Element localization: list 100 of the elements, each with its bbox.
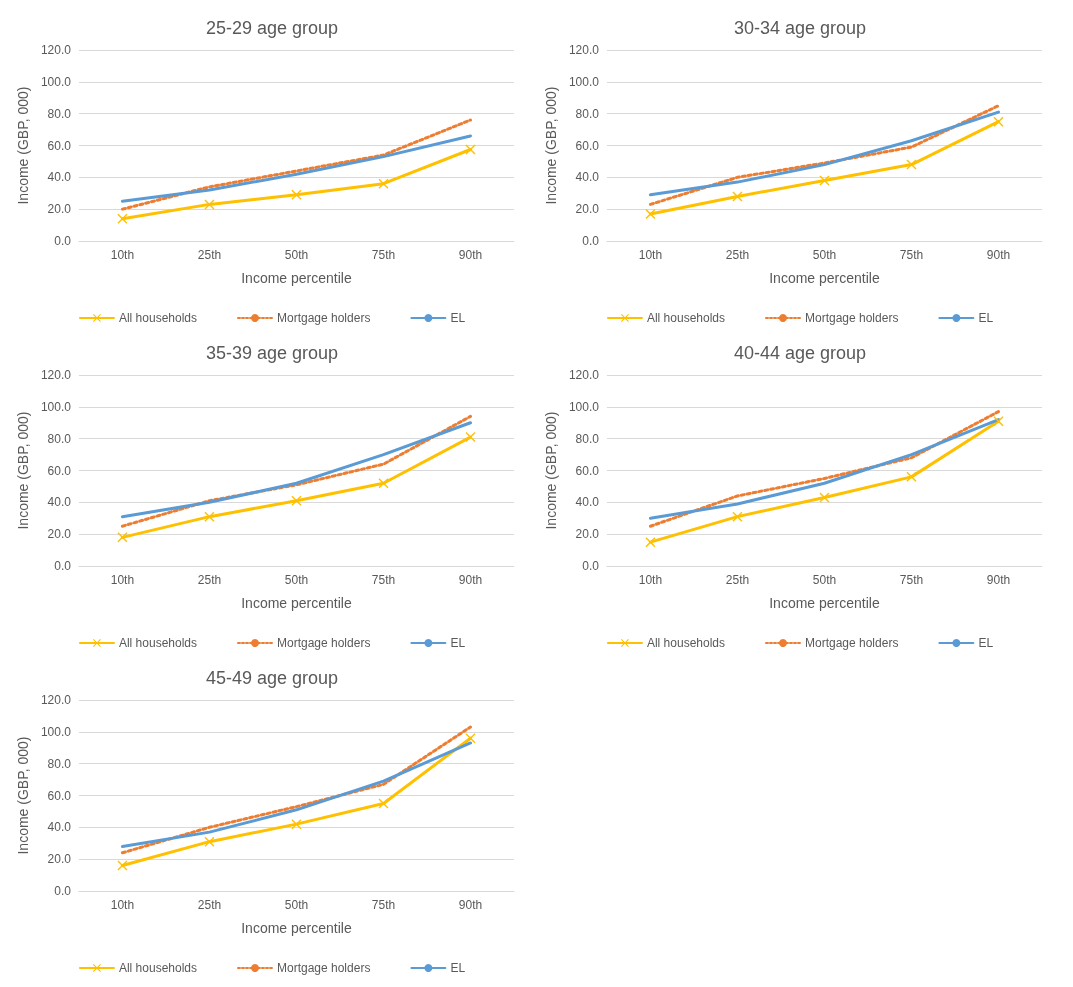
x-tick-label: 75th	[371, 573, 396, 587]
legend-label: EL	[450, 311, 466, 325]
y-tick-label: 0.0	[54, 559, 72, 573]
x-axis-title: Income percentile	[769, 595, 880, 611]
point	[465, 432, 476, 443]
y-axis-title: Income (GBP, 000)	[543, 411, 559, 530]
y-tick-label: 80.0	[47, 431, 72, 446]
chart-title: 45-49 age group	[205, 668, 339, 688]
y-tick-label: 40.0	[47, 820, 72, 835]
x-tick-label: 90th	[458, 898, 483, 912]
point	[378, 798, 389, 809]
legend-label: Mortgage holders	[804, 311, 899, 325]
x-tick-label: 10th	[110, 248, 135, 262]
point	[378, 478, 389, 489]
point	[993, 416, 1004, 427]
y-axis-title: Income (GBP, 000)	[15, 86, 31, 205]
x-axis-title: Income percentile	[241, 595, 352, 611]
x-tick-label: 90th	[458, 248, 483, 262]
y-axis-title: Income (GBP, 000)	[15, 411, 31, 530]
point	[117, 860, 128, 871]
x-tick-label: 75th	[371, 248, 396, 262]
x-tick-label: 75th	[899, 248, 924, 262]
y-tick-label: 20.0	[47, 202, 72, 217]
legend-label: All households	[118, 636, 197, 650]
chart-title: 25-29 age group	[205, 18, 339, 38]
point	[117, 532, 128, 543]
point	[204, 511, 215, 522]
x-tick-label: 25th	[725, 573, 750, 587]
x-tick-label: 10th	[638, 573, 663, 587]
chart-title: 40-44 age group	[733, 343, 867, 363]
y-tick-label: 120.0	[40, 693, 72, 707]
x-axis-title: Income percentile	[241, 270, 352, 286]
chart-title: 30-34 age group	[733, 18, 867, 38]
point	[291, 189, 302, 200]
point	[819, 492, 830, 503]
y-tick-label: 60.0	[47, 788, 72, 803]
y-tick-label: 120.0	[40, 43, 72, 57]
line-series	[120, 134, 472, 203]
y-tick-label: 0.0	[582, 559, 600, 573]
y-tick-label: 20.0	[47, 852, 72, 867]
y-tick-label: 120.0	[568, 368, 600, 382]
y-tick-label: 20.0	[47, 527, 72, 542]
y-tick-label: 100.0	[40, 724, 72, 739]
y-tick-label: 60.0	[575, 138, 600, 153]
x-tick-label: 50th	[812, 248, 837, 262]
legend-label: All households	[118, 961, 197, 975]
y-tick-label: 120.0	[568, 43, 600, 57]
y-tick-label: 80.0	[575, 431, 600, 446]
point	[204, 836, 215, 847]
y-tick-label: 60.0	[47, 138, 72, 153]
x-axis-title: Income percentile	[241, 920, 352, 936]
y-tick-label: 20.0	[575, 202, 600, 217]
y-tick-label: 40.0	[575, 170, 600, 185]
y-axis-title: Income (GBP, 000)	[543, 86, 559, 205]
x-tick-label: 90th	[986, 248, 1011, 262]
x-tick-label: 25th	[197, 573, 222, 587]
point	[819, 175, 830, 186]
x-tick-label: 90th	[458, 573, 483, 587]
y-tick-label: 80.0	[47, 106, 72, 121]
x-tick-label: 25th	[197, 898, 222, 912]
legend-label: Mortgage holders	[276, 636, 371, 650]
y-tick-label: 40.0	[575, 495, 600, 510]
y-tick-label: 120.0	[40, 368, 72, 382]
chart-title: 35-39 age group	[205, 343, 339, 363]
y-tick-label: 40.0	[47, 170, 72, 185]
legend-label: Mortgage holders	[276, 311, 371, 325]
y-tick-label: 100.0	[568, 74, 600, 89]
point	[732, 191, 743, 202]
y-tick-label: 100.0	[40, 74, 72, 89]
y-tick-label: 0.0	[54, 234, 72, 248]
line-series	[120, 725, 472, 855]
legend-label: All households	[646, 311, 725, 325]
legend-label: EL	[978, 636, 994, 650]
x-tick-label: 75th	[371, 898, 396, 912]
x-tick-label: 50th	[284, 248, 309, 262]
x-tick-label: 10th	[110, 898, 135, 912]
legend-label: Mortgage holders	[276, 961, 371, 975]
y-tick-label: 0.0	[582, 234, 600, 248]
legend-label: EL	[450, 961, 466, 975]
x-tick-label: 50th	[812, 573, 837, 587]
legend-label: All households	[646, 636, 725, 650]
point	[993, 116, 1004, 127]
point	[906, 471, 917, 482]
y-tick-label: 100.0	[568, 399, 600, 414]
point	[291, 495, 302, 506]
x-tick-label: 75th	[899, 573, 924, 587]
y-tick-label: 20.0	[575, 527, 600, 542]
point	[117, 213, 128, 224]
line-series	[120, 118, 472, 211]
point	[378, 178, 389, 189]
x-tick-label: 50th	[284, 898, 309, 912]
y-tick-label: 80.0	[47, 756, 72, 771]
legend-label: Mortgage holders	[804, 636, 899, 650]
point	[465, 733, 476, 744]
legend-label: EL	[978, 311, 994, 325]
point	[645, 537, 656, 548]
legend-label: EL	[450, 636, 466, 650]
y-tick-label: 60.0	[47, 463, 72, 478]
y-tick-label: 60.0	[575, 463, 600, 478]
x-axis-title: Income percentile	[769, 270, 880, 286]
